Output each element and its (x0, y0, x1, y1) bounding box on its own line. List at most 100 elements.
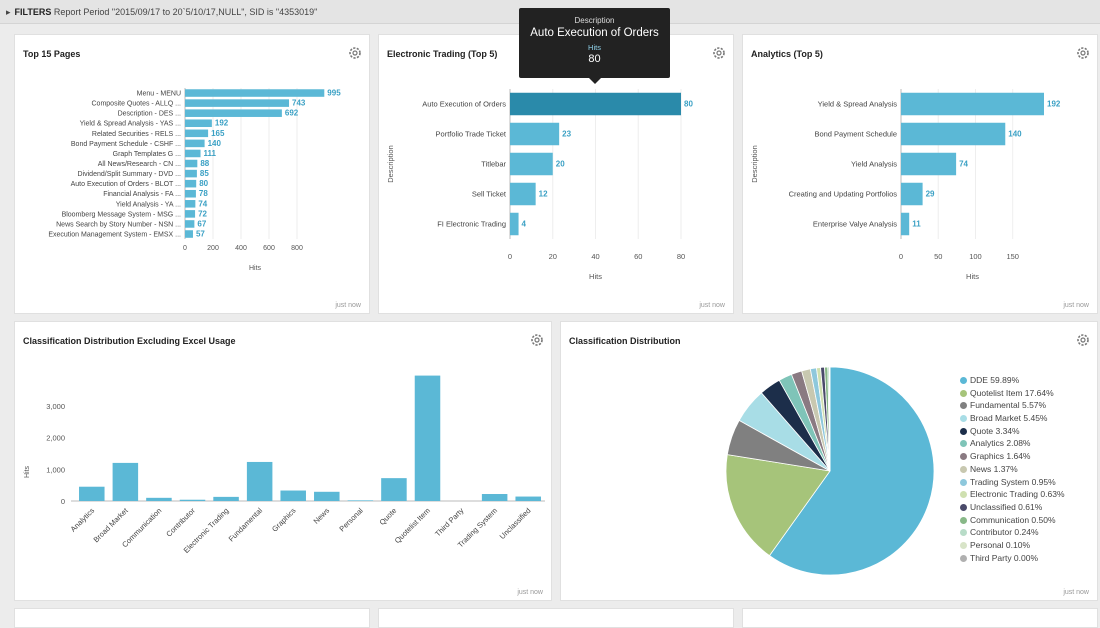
bar[interactable] (515, 496, 541, 501)
bar[interactable] (185, 169, 197, 178)
timestamp: just now (335, 302, 361, 309)
legend-item[interactable]: Contributor 0.24% (960, 526, 1065, 539)
x-tick-label: 0 (183, 245, 187, 252)
bar[interactable] (179, 499, 206, 501)
bar[interactable] (79, 486, 105, 501)
bar[interactable] (510, 122, 560, 146)
bar[interactable] (381, 478, 407, 501)
category-label: Unclassified (498, 506, 533, 541)
bar[interactable] (510, 92, 681, 116)
value-label: 29 (926, 190, 935, 199)
bar[interactable] (185, 119, 212, 128)
bar[interactable] (185, 179, 197, 188)
chart-classification-pie (725, 366, 935, 576)
legend-item[interactable]: Trading System 0.95% (960, 476, 1065, 489)
bar[interactable] (185, 149, 201, 158)
gear-icon[interactable] (347, 45, 363, 61)
y-tick-label: 3,000 (46, 402, 65, 411)
bar[interactable] (185, 220, 195, 228)
value-label: 11 (912, 220, 921, 229)
bar[interactable] (246, 461, 273, 501)
category-label: Bloomberg Message System - MSG ... (62, 211, 181, 218)
bar[interactable] (901, 182, 923, 206)
bar[interactable] (510, 212, 519, 236)
x-tick-label: 100 (969, 252, 982, 261)
x-tick-label: 0 (508, 252, 512, 261)
legend-item[interactable]: Electronic Trading 0.63% (960, 488, 1065, 501)
bar[interactable] (347, 500, 374, 501)
pie-slice[interactable] (725, 454, 831, 557)
legend-label: Electronic Trading 0.63% (970, 489, 1065, 500)
bar[interactable] (146, 497, 172, 501)
bar[interactable] (185, 230, 193, 238)
legend-swatch (960, 529, 967, 537)
category-label: Menu - MENU (137, 90, 181, 97)
bar[interactable] (901, 212, 910, 236)
legend-label: Analytics 2.08% (970, 438, 1031, 449)
bar[interactable] (185, 89, 325, 97)
panel-analytics: Analytics (Top 5) 0 50 100 150 Yield & Sprea… (742, 34, 1098, 314)
bar[interactable] (185, 159, 198, 168)
bar[interactable] (185, 139, 205, 148)
category-label: Creating and Updating Portfolios (789, 190, 898, 199)
legend-swatch (960, 440, 967, 448)
legend-item[interactable]: News 1.37% (960, 463, 1065, 476)
legend-label: Contributor 0.24% (970, 527, 1039, 538)
legend-item[interactable]: Communication 0.50% (960, 514, 1065, 527)
pie-slice[interactable] (768, 366, 935, 576)
bar[interactable] (185, 210, 196, 218)
value-label: 692 (285, 109, 299, 118)
gear-icon[interactable] (711, 45, 727, 61)
value-label: 995 (327, 88, 341, 97)
legend-label: Graphics 1.64% (970, 451, 1031, 462)
value-label: 12 (539, 190, 548, 199)
legend-item[interactable]: Graphics 1.64% (960, 450, 1065, 463)
expand-filters-icon[interactable]: ▸ (6, 7, 11, 17)
bar[interactable] (185, 109, 282, 117)
y-tick-label: 1,000 (46, 465, 65, 474)
filters-text: Report Period "2015/09/17 to 20`5/10/17,… (53, 7, 318, 17)
bar[interactable] (185, 200, 196, 208)
gear-icon[interactable] (1075, 45, 1091, 61)
legend-item[interactable]: Fundamental 5.57% (960, 399, 1065, 412)
category-label: Sell Ticket (472, 190, 507, 199)
category-label: Graphics (270, 506, 298, 534)
panel-title: Classification Distribution Excluding Ex… (23, 336, 236, 346)
bar[interactable] (901, 152, 957, 176)
bar[interactable] (314, 491, 340, 501)
bar[interactable] (481, 494, 508, 501)
legend-item[interactable]: Broad Market 5.45% (960, 412, 1065, 425)
chart-top-15-pages: 0 200 400 600 800 Menu - MENU 995 Composite Quo… (48, 88, 341, 272)
legend-item[interactable]: DDE 59.89% (960, 374, 1065, 387)
bar[interactable] (112, 462, 139, 501)
legend-item[interactable]: Quote 3.34% (960, 425, 1065, 438)
value-label: 192 (1047, 100, 1061, 109)
legend-item[interactable]: Unclassified 0.61% (960, 501, 1065, 514)
bar[interactable] (414, 375, 441, 501)
bar[interactable] (185, 99, 290, 107)
bar[interactable] (510, 152, 553, 176)
bar[interactable] (901, 92, 1044, 116)
bar[interactable] (510, 182, 536, 206)
legend-item[interactable]: Personal 0.10% (960, 539, 1065, 552)
pie-slice[interactable] (828, 366, 831, 472)
bar[interactable] (280, 490, 306, 501)
category-label: Bond Payment Schedule (814, 130, 897, 139)
bar[interactable] (213, 496, 239, 501)
gear-icon[interactable] (529, 332, 545, 348)
gear-icon[interactable] (1075, 332, 1091, 348)
category-label: Quotelist Item (393, 506, 432, 545)
timestamp: just now (699, 302, 725, 309)
legend-item[interactable]: Quotelist Item 17.64% (960, 387, 1065, 400)
legend-item[interactable]: Third Party 0.00% (960, 552, 1065, 565)
panel-partial (14, 608, 370, 628)
bar[interactable] (185, 129, 209, 138)
category-label: Titlebar (481, 160, 506, 169)
category-label: Related Securities - RELS ... (92, 131, 181, 138)
bar[interactable] (901, 122, 1006, 146)
x-tick-label: 80 (677, 252, 685, 261)
x-tick-label: 400 (235, 245, 247, 252)
y-tick-label: 0 (61, 497, 65, 506)
bar[interactable] (185, 189, 196, 198)
legend-item[interactable]: Analytics 2.08% (960, 437, 1065, 450)
